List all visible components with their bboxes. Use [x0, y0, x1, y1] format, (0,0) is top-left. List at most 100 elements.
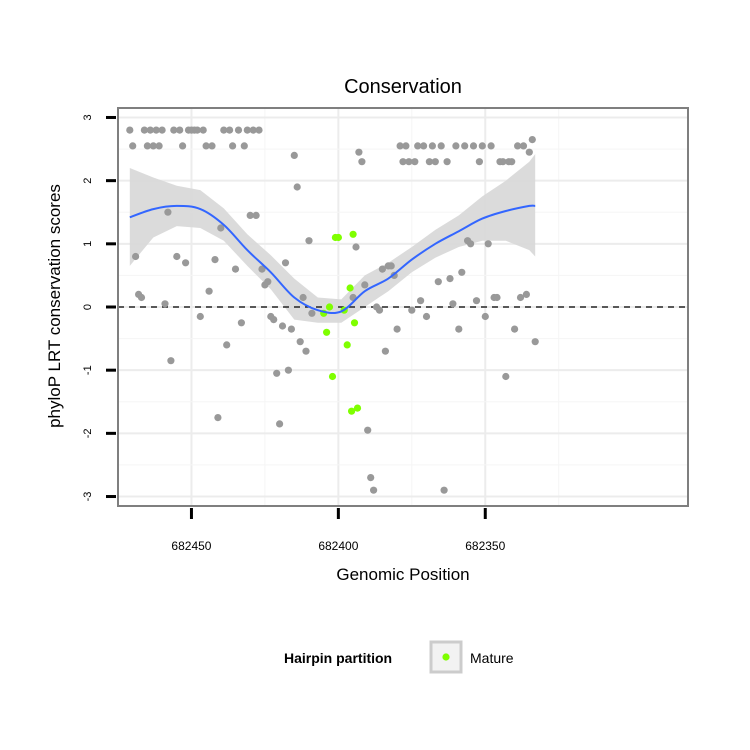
data-point [296, 338, 304, 346]
data-point [161, 300, 169, 308]
y-axis: -3 -2 -1 0 1 2 3 [82, 114, 116, 501]
data-point [164, 208, 172, 216]
data-point [352, 243, 360, 251]
panel-border [117, 107, 689, 507]
data-point [408, 306, 416, 314]
data-point [237, 319, 245, 327]
data-point [414, 142, 422, 150]
data-point [420, 142, 428, 150]
mature-data-point [350, 319, 359, 327]
data-point [284, 366, 292, 374]
mature-data-point [334, 233, 342, 242]
data-point [214, 414, 222, 422]
data-point [422, 312, 431, 321]
x-tick-label: 682400 [318, 539, 358, 553]
data-point [202, 142, 210, 150]
data-point [146, 126, 154, 134]
y-tick-label: 1 [82, 241, 94, 247]
data-point [399, 158, 407, 166]
y-axis-label: phyloP LRT conservation scores [45, 184, 64, 428]
data-point [270, 316, 278, 324]
data-point [519, 142, 528, 150]
data-point [208, 142, 216, 150]
data-point [264, 278, 272, 286]
data-point [193, 126, 201, 134]
y-tick-label: -3 [82, 492, 94, 502]
data-point [132, 252, 140, 261]
legend-title: Hairpin partition [284, 650, 392, 666]
data-point [364, 426, 372, 434]
data-point [170, 126, 178, 134]
data-point [137, 293, 146, 302]
x-tick-label: 682450 [171, 539, 211, 553]
data-point [229, 142, 237, 150]
data-point [396, 142, 404, 150]
data-point [402, 142, 410, 150]
legend-key-box [429, 640, 463, 674]
data-point [176, 126, 184, 134]
data-point [143, 142, 151, 150]
legend-key-mature-point [442, 653, 450, 661]
y-tick-label: 2 [82, 178, 94, 184]
data-point [461, 142, 469, 150]
data-point [531, 338, 539, 346]
data-point [487, 142, 495, 150]
data-point [252, 211, 260, 219]
data-point [234, 126, 243, 134]
mature-data-point [346, 284, 354, 292]
data-point [431, 158, 439, 166]
x-axis-label: Genomic Position [336, 565, 469, 584]
data-point [205, 287, 213, 295]
data-point [370, 486, 378, 494]
confidence-band-layer [129, 154, 536, 323]
data-point [179, 142, 187, 150]
data-point [437, 142, 445, 150]
y-tick-label: -1 [82, 365, 94, 375]
data-point [308, 309, 316, 317]
mature-data-point [325, 303, 334, 311]
data-point [484, 240, 492, 248]
data-point [469, 142, 478, 150]
data-point [446, 275, 454, 283]
data-point [393, 325, 401, 333]
data-point [278, 322, 287, 330]
data-point [129, 142, 137, 150]
data-point [440, 486, 448, 494]
data-point [417, 297, 425, 305]
data-point [449, 300, 457, 308]
confidence-band [129, 154, 536, 323]
data-point [152, 126, 160, 134]
data-point [182, 259, 190, 267]
data-point [387, 262, 395, 270]
data-point [290, 151, 298, 159]
data-point [167, 357, 175, 365]
data-point [493, 293, 501, 302]
data-point [452, 142, 460, 150]
data-point [381, 347, 389, 355]
data-point [281, 259, 290, 267]
data-point [478, 142, 486, 150]
data-point [249, 126, 257, 134]
data-point [425, 158, 433, 166]
mature-data-point [353, 404, 362, 412]
data-point [434, 278, 442, 286]
data-point [475, 158, 483, 166]
mature-data-point [343, 341, 351, 349]
data-point [428, 142, 436, 150]
data-point [355, 148, 363, 156]
data-point [255, 126, 263, 134]
data-point [502, 372, 510, 381]
data-point [499, 158, 507, 166]
mature-data-point [348, 407, 356, 415]
data-point [514, 142, 522, 150]
data-point [246, 211, 254, 219]
mature-data-point [323, 328, 331, 336]
data-point [126, 126, 134, 134]
data-point [158, 126, 166, 134]
data-point [458, 268, 466, 276]
data-point [223, 341, 231, 349]
data-point [211, 256, 219, 264]
data-point [199, 126, 207, 134]
x-axis: 682450 682400 682350 [171, 508, 506, 553]
